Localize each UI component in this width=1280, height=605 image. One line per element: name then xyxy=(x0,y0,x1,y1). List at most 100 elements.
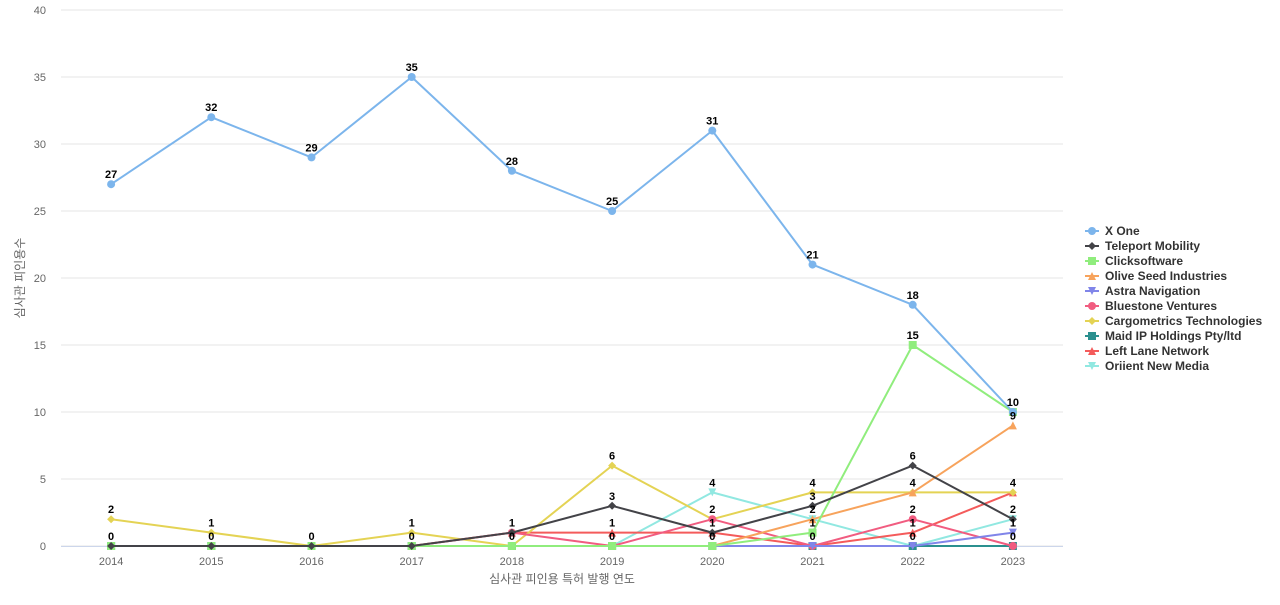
data-label: 6 xyxy=(609,451,615,463)
y-tick-label: 0 xyxy=(40,541,46,553)
legend-label: Bluestone Ventures xyxy=(1105,299,1217,313)
data-label: 0 xyxy=(1010,531,1016,543)
data-point xyxy=(708,126,717,135)
data-point xyxy=(708,488,717,497)
data-label: 28 xyxy=(506,156,518,168)
data-point xyxy=(207,113,216,122)
data-label: 4 xyxy=(809,477,816,489)
data-label: 1 xyxy=(509,518,515,530)
series-layer xyxy=(107,73,1017,550)
series-line xyxy=(110,464,1014,547)
legend-label: Cargometrics Technologies xyxy=(1105,314,1262,328)
data-label: 15 xyxy=(907,330,919,342)
y-tick-label: 5 xyxy=(40,474,46,486)
data-point xyxy=(407,528,416,537)
series-teleport-mobility xyxy=(107,461,1017,550)
x-tick-label: 2019 xyxy=(600,556,624,568)
x-tick-label: 2017 xyxy=(399,556,423,568)
y-tick-label: 15 xyxy=(34,340,46,352)
data-label: 0 xyxy=(108,531,114,543)
data-point xyxy=(307,542,316,550)
y-tick-label: 30 xyxy=(34,139,46,151)
data-point xyxy=(507,166,516,175)
legend-marker xyxy=(1088,242,1096,250)
data-label: 2 xyxy=(910,504,916,516)
data-point xyxy=(808,501,817,510)
y-tick-label: 35 xyxy=(34,72,46,84)
data-label: 1 xyxy=(609,518,615,530)
data-label: 2 xyxy=(1010,504,1016,516)
legend-item[interactable]: Oriient New Media xyxy=(1085,359,1209,373)
data-label: 9 xyxy=(1010,410,1016,422)
x-tick-label: 2015 xyxy=(199,556,223,568)
legend-item[interactable]: Astra Navigation xyxy=(1085,284,1200,298)
data-point xyxy=(1008,528,1017,537)
legend-item[interactable]: Bluestone Ventures xyxy=(1085,299,1217,313)
data-point xyxy=(507,528,516,537)
legend-item[interactable]: Maid IP Holdings Pty/ltd xyxy=(1085,329,1241,343)
x-tick-label: 2016 xyxy=(299,556,323,568)
y-tick-label: 25 xyxy=(34,206,46,218)
data-point xyxy=(1008,542,1017,550)
data-point xyxy=(207,542,216,550)
data-point xyxy=(407,73,416,81)
series-x-one xyxy=(107,73,1017,416)
data-label: 21 xyxy=(806,250,818,262)
legend-marker xyxy=(1088,272,1096,280)
data-label: 2 xyxy=(108,504,114,516)
data-point xyxy=(808,528,817,537)
data-point xyxy=(107,180,116,189)
y-tick-label: 20 xyxy=(34,273,46,285)
data-label: 0 xyxy=(609,531,615,543)
data-point xyxy=(908,461,917,470)
x-tick-label: 2014 xyxy=(99,556,123,568)
legend-item[interactable]: Clicksoftware xyxy=(1085,254,1183,268)
legend-marker xyxy=(1088,227,1096,235)
data-label: 6 xyxy=(910,451,916,463)
legend-label: Teleport Mobility xyxy=(1105,239,1200,253)
data-point xyxy=(1008,421,1017,430)
legend-item[interactable]: Olive Seed Industries xyxy=(1085,269,1227,283)
data-point xyxy=(908,542,917,550)
data-label: 32 xyxy=(205,102,217,114)
data-point xyxy=(608,461,617,470)
grid-layer xyxy=(61,9,1063,547)
data-label: 18 xyxy=(907,290,919,302)
data-point xyxy=(908,488,917,497)
y-tick-label: 40 xyxy=(34,5,46,17)
legend-marker xyxy=(1088,257,1096,265)
data-label: 2 xyxy=(709,504,715,516)
legend-marker xyxy=(1088,362,1096,370)
x-tick-label: 2023 xyxy=(1001,556,1025,568)
data-label: 1 xyxy=(809,518,815,530)
x-tick-label: 2022 xyxy=(900,556,924,568)
legend-item[interactable]: Teleport Mobility xyxy=(1085,239,1200,253)
series-olive-seed-industries xyxy=(107,421,1017,550)
data-point xyxy=(507,542,516,550)
x-tick-label: 2021 xyxy=(800,556,824,568)
data-label: 0 xyxy=(709,531,715,543)
data-label: 29 xyxy=(305,142,317,154)
data-point xyxy=(708,542,717,550)
legend-marker xyxy=(1088,302,1096,310)
series-line xyxy=(110,76,1014,413)
data-point xyxy=(107,542,116,550)
legend-item[interactable]: Cargometrics Technologies xyxy=(1085,314,1262,328)
legend-marker xyxy=(1088,287,1096,295)
data-label: 1 xyxy=(910,518,916,530)
legend-item[interactable]: Left Lane Network xyxy=(1085,344,1209,358)
data-point xyxy=(908,528,917,537)
data-point xyxy=(608,207,617,215)
legend-item[interactable]: X One xyxy=(1085,224,1140,238)
legend-label: X One xyxy=(1105,224,1140,238)
data-label: 2 xyxy=(809,504,815,516)
y-axis-title: 심사관 피인용수 xyxy=(13,238,27,319)
data-point xyxy=(708,515,717,524)
legend-label: Olive Seed Industries xyxy=(1105,269,1227,283)
data-point xyxy=(207,528,216,537)
data-label: 4 xyxy=(1010,477,1017,489)
data-label: 31 xyxy=(706,116,718,128)
legend-label: Left Lane Network xyxy=(1105,344,1209,358)
data-label: 25 xyxy=(606,196,618,208)
